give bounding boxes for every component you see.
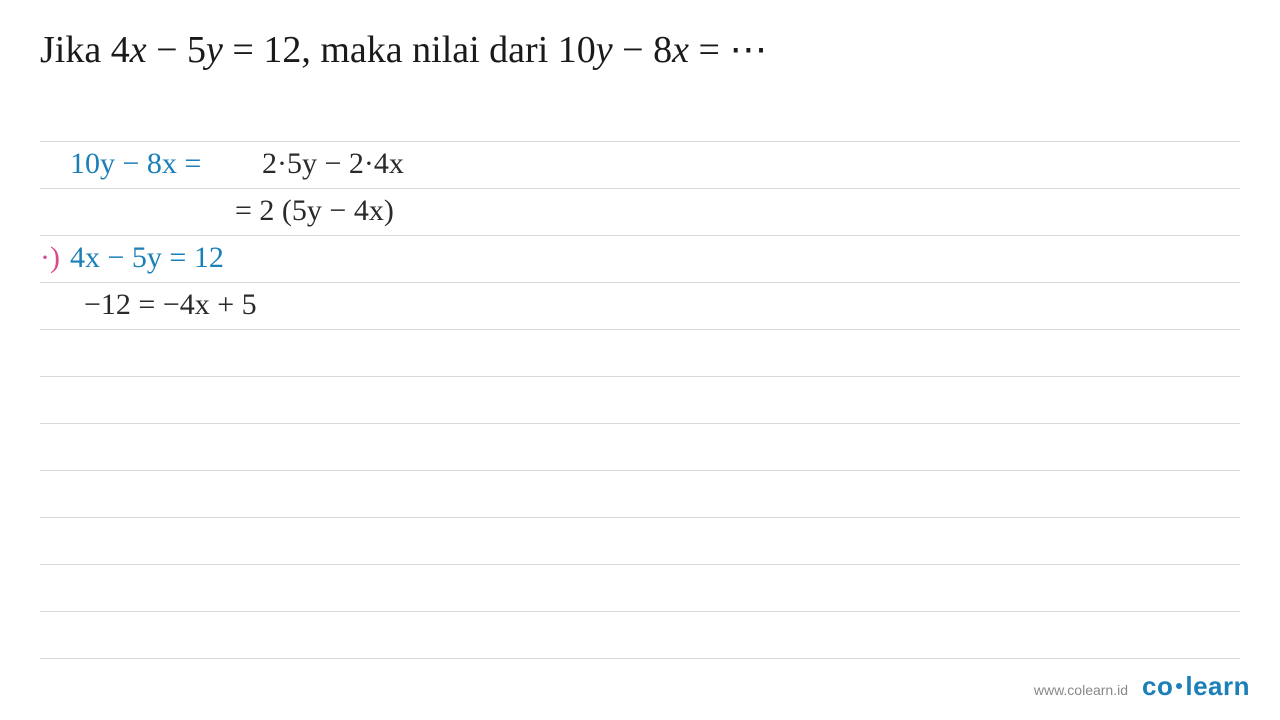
rule-line <box>40 565 1240 612</box>
footer-url: www.colearn.id <box>1034 682 1128 698</box>
work-line1-blue: 10y − 8x = <box>70 149 201 179</box>
eq2-rhs: ⋯ <box>729 29 767 71</box>
rule-line <box>40 612 1240 659</box>
rule-line: 10y − 8x = 2·5y − 2·4x <box>40 142 1240 189</box>
rule-line <box>40 377 1240 424</box>
rule-line <box>40 471 1240 518</box>
work-line2-black: = 2 (5y − 4x) <box>235 196 394 226</box>
rule-line <box>40 518 1240 565</box>
eq1-coef1: 4 <box>111 29 130 71</box>
problem-statement: Jika 4x − 5y = 12, maka nilai dari 10y −… <box>40 24 1240 77</box>
eq2-var2: x <box>672 29 689 71</box>
rule-line: −12 = −4x + 5 <box>40 283 1240 330</box>
rule-line <box>40 424 1240 471</box>
work-line1-black: 2·5y − 2·4x <box>262 149 404 179</box>
eq1-eq: = <box>223 29 263 71</box>
logo-part1: co <box>1142 671 1173 701</box>
footer: www.colearn.id colearn <box>1034 671 1250 702</box>
eq2-var1: y <box>596 29 613 71</box>
brand-logo: colearn <box>1142 671 1250 702</box>
work-line3-pink: ·) <box>40 243 60 273</box>
eq1-coef2: 5 <box>187 29 206 71</box>
eq1-var1: x <box>130 29 147 71</box>
eq2-coef1: 10 <box>558 29 596 71</box>
work-line4-black: −12 = −4x + 5 <box>84 290 257 320</box>
problem-prefix: Jika <box>40 29 111 71</box>
eq2-coef2: 8 <box>653 29 672 71</box>
problem-middle: , maka nilai dari <box>301 29 557 71</box>
rule-line: ·) 4x − 5y = 12 <box>40 236 1240 283</box>
rule-line <box>40 330 1240 377</box>
ruled-paper-area: 10y − 8x = 2·5y − 2·4x = 2 (5y − 4x) ·) … <box>40 95 1240 659</box>
rule-line <box>40 95 1240 142</box>
logo-part2: learn <box>1185 671 1250 701</box>
eq2-eq: = <box>689 29 729 71</box>
eq1-var2: y <box>206 29 223 71</box>
rule-line: = 2 (5y − 4x) <box>40 189 1240 236</box>
eq1-op1: − <box>147 29 187 71</box>
work-line3-blue: 4x − 5y = 12 <box>70 243 224 273</box>
eq1-rhs: 12 <box>263 29 301 71</box>
eq2-op1: − <box>613 29 653 71</box>
logo-dot-icon <box>1176 683 1182 689</box>
